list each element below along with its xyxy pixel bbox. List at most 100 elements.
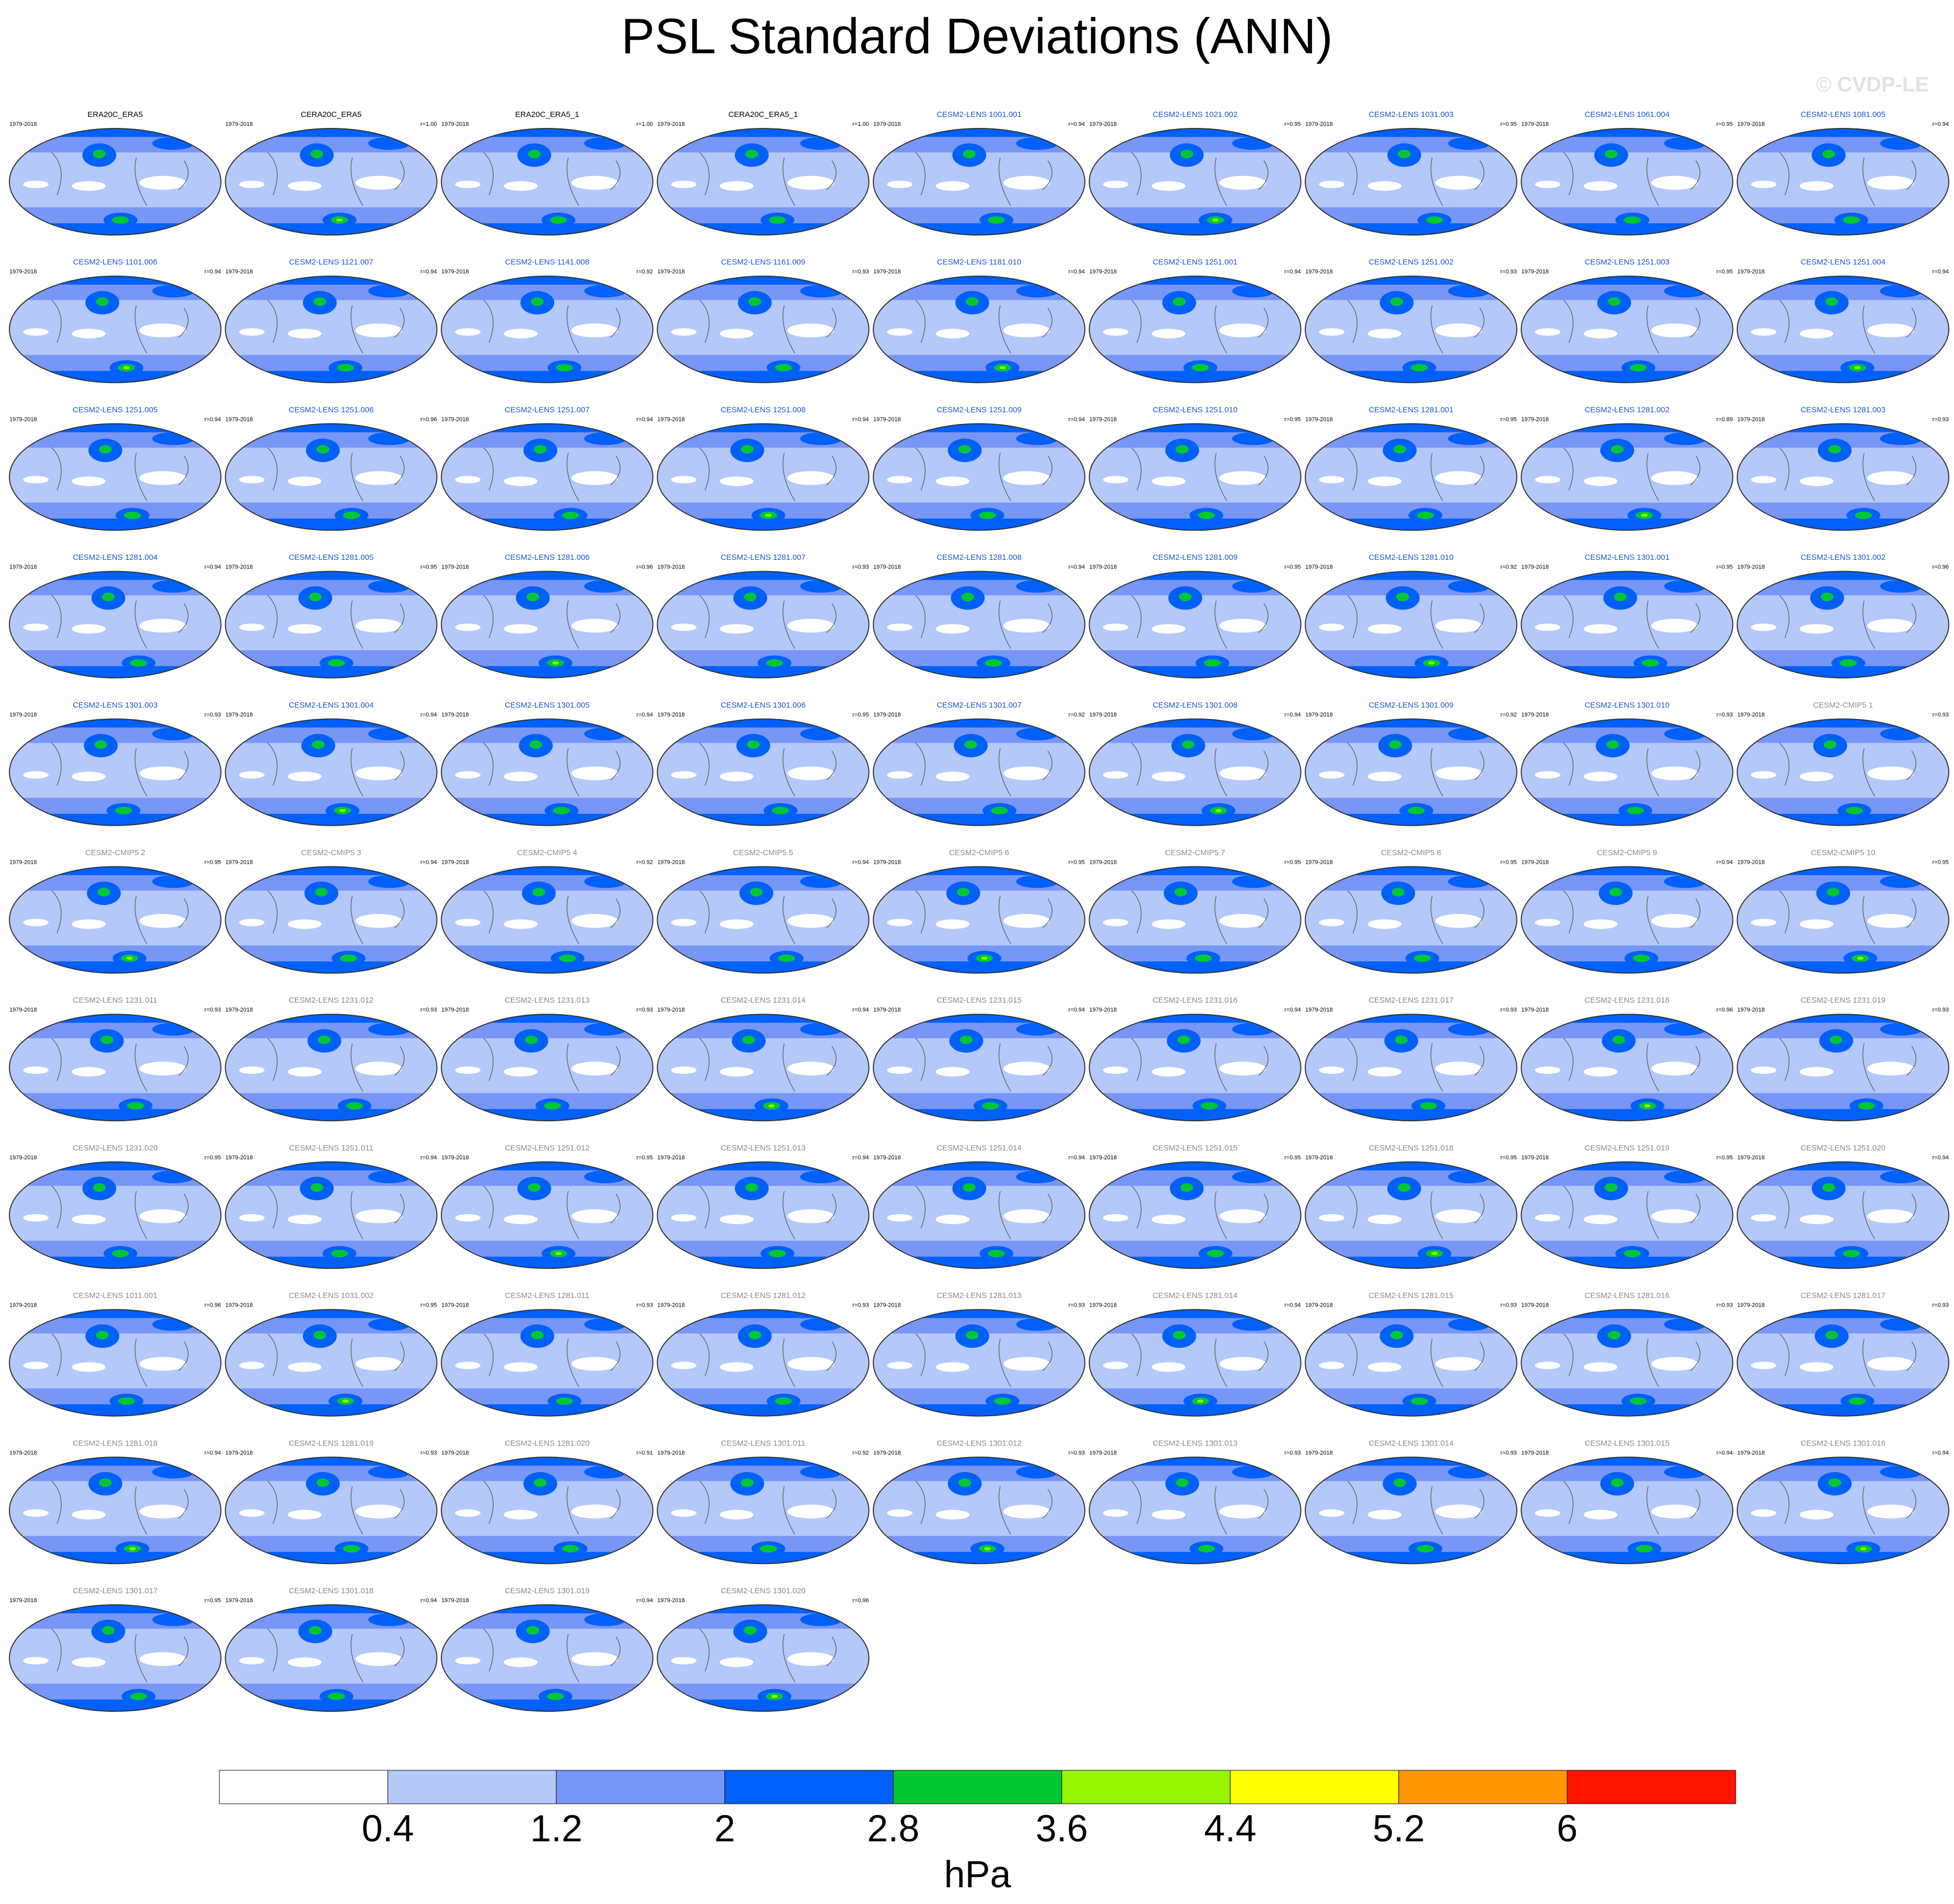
panel-title: CESM2-LENS 1301.013 (1153, 1439, 1238, 1448)
panel-correlation: r=0.95 (205, 1155, 221, 1161)
panel-correlation: r=0.94 (852, 1155, 869, 1161)
map-panel: CESM2-LENS 1251.014 1979-2018 r=0.94 (873, 1144, 1085, 1269)
panel-title: CESM2-LENS 1281.017 (1800, 1291, 1886, 1300)
panel-years: 1979-2018 (1305, 1155, 1333, 1161)
panel-correlation: r=0.93 (420, 1007, 437, 1013)
panel-years: 1979-2018 (1522, 712, 1549, 718)
panel-correlation: r=0.95 (420, 1302, 437, 1309)
panel-years: 1979-2018 (1305, 1302, 1333, 1309)
map-panel: CESM2-LENS 1181.010 1979-2018 r=0.94 (873, 258, 1085, 383)
panel-correlation: r=0.93 (1716, 1302, 1733, 1309)
panel-title: CESM2-LENS 1251.004 (1800, 258, 1886, 267)
colorbar-swatch (556, 1770, 726, 1804)
panel-correlation: r=0.94 (637, 712, 653, 718)
panel-correlation: r=0.93 (852, 269, 869, 275)
colorbar-swatch (1061, 1770, 1231, 1804)
panel-title: CESM2-CMIP5 7 (1165, 849, 1225, 857)
panel-correlation: r=0.94 (420, 860, 437, 866)
panel-correlation: r=0.92 (637, 269, 653, 275)
panel-correlation: r=0.93 (1501, 269, 1517, 275)
panel-correlation: r=0.95 (1716, 564, 1733, 570)
panel-years: 1979-2018 (1305, 416, 1333, 422)
map-panel: CESM2-LENS 1301.002 1979-2018 r=0.96 (1737, 553, 1949, 679)
panel-years: 1979-2018 (1090, 1007, 1117, 1013)
panel-years: 1979-2018 (226, 1155, 253, 1161)
panel-title: CESM2-LENS 1281.016 (1585, 1291, 1670, 1300)
map-panel: CESM2-LENS 1231.015 1979-2018 r=0.94 (873, 996, 1085, 1122)
map-panel: CESM2-LENS 1281.020 1979-2018 r=0.91 (441, 1439, 653, 1565)
colorbar-swatch (1566, 1770, 1736, 1804)
panel-correlation: r=0.95 (1933, 860, 1949, 866)
panel-years: 1979-2018 (226, 564, 253, 570)
map-panel: CESM2-CMIP5 10 1979-2018 r=0.95 (1737, 849, 1949, 974)
panel-correlation: r=0.94 (420, 712, 437, 718)
panel-title: CESM2-LENS 1251.018 (1368, 1144, 1454, 1153)
panel-title: CESM2-LENS 1231.012 (289, 996, 374, 1005)
panel-years: 1979-2018 (1090, 416, 1117, 422)
panel-years: 1979-2018 (1522, 1450, 1549, 1456)
panel-correlation: r=0.94 (205, 1450, 221, 1456)
panel-title: CESM2-LENS 1301.003 (73, 701, 158, 710)
panel-correlation: r=0.94 (420, 1597, 437, 1604)
panel-years: 1979-2018 (1305, 1007, 1333, 1013)
panel-title: CESM2-LENS 1251.007 (505, 405, 590, 414)
panel-title: CESM2-LENS 1161.009 (721, 258, 805, 267)
panel-title: CESM2-LENS 1281.001 (1368, 405, 1454, 414)
panel-title: CESM2-LENS 1281.020 (505, 1439, 590, 1448)
panel-years: 1979-2018 (226, 1007, 253, 1013)
panel-correlation: r=0.94 (1069, 1007, 1085, 1013)
panel-title: CESM2-LENS 1281.003 (1800, 405, 1886, 414)
panel-years: 1979-2018 (226, 860, 253, 866)
map-panel: CESM2-CMIP5 1 1979-2018 r=0.93 (1737, 701, 1949, 826)
panel-title: CESM2-LENS 1251.005 (73, 405, 158, 414)
panel-correlation: r=0.96 (852, 1597, 869, 1604)
map-panel: CESM2-LENS 1251.010 1979-2018 r=0.95 (1089, 405, 1302, 531)
panel-title: CESM2-LENS 1081.005 (1800, 110, 1886, 119)
panel-title: CESM2-LENS 1031.003 (1368, 110, 1454, 119)
panel-years: 1979-2018 (441, 1007, 469, 1013)
map-panel: CESM2-LENS 1281.012 1979-2018 r=0.93 (657, 1291, 870, 1417)
panel-correlation: r=0.94 (852, 860, 869, 866)
panel-years: 1979-2018 (9, 1302, 37, 1309)
map-panel: CESM2-LENS 1231.020 1979-2018 r=0.95 (9, 1144, 221, 1269)
panel-title: CESM2-LENS 1301.001 (1585, 553, 1670, 562)
panel-title: CESM2-LENS 1281.014 (1153, 1291, 1238, 1300)
panel-title: CESM2-LENS 1301.007 (937, 701, 1022, 710)
panel-title: CESM2-LENS 1001.001 (937, 110, 1022, 119)
panel-years: 1979-2018 (873, 712, 901, 718)
panel-title: CESM2-LENS 1301.002 (1800, 553, 1886, 562)
map-panel: CESM2-LENS 1141.008 1979-2018 r=0.92 (441, 258, 653, 383)
map-panel: CESM2-LENS 1251.007 1979-2018 r=0.94 (441, 405, 653, 531)
map-panel: CESM2-LENS 1281.014 1979-2018 r=0.94 (1089, 1291, 1302, 1417)
panel-correlation: r=0.95 (1284, 1155, 1301, 1161)
panel-correlation: r=0.95 (1284, 416, 1301, 422)
map-panel: CESM2-LENS 1281.006 1979-2018 r=0.96 (441, 553, 653, 679)
panel-years: 1979-2018 (873, 564, 901, 570)
panel-title: CESM2-LENS 1281.009 (1153, 553, 1238, 562)
panel-correlation: r=0.95 (1069, 860, 1085, 866)
panel-correlation: r=0.92 (637, 860, 653, 866)
map-panel: CESM2-LENS 1281.010 1979-2018 r=0.92 (1305, 553, 1517, 679)
panel-title: CESM2-LENS 1231.017 (1368, 996, 1454, 1005)
panel-title: CESM2-LENS 1231.011 (73, 996, 157, 1005)
panel-correlation: r=0.95 (1716, 269, 1733, 275)
panel-title: CESM2-LENS 1301.004 (289, 701, 374, 710)
map-panel: CESM2-LENS 1031.003 1979-2018 r=0.95 (1305, 110, 1517, 236)
panel-correlation: r=0.93 (1933, 1302, 1949, 1309)
map-panel: CESM2-LENS 1281.017 1979-2018 r=0.93 (1737, 1291, 1949, 1417)
panel-years: 1979-2018 (1305, 564, 1333, 570)
panel-correlation: r=0.93 (1069, 1302, 1085, 1309)
panel-title: CESM2-LENS 1251.001 (1153, 258, 1238, 267)
panel-title: CESM2-LENS 1301.012 (937, 1439, 1022, 1448)
panel-title: ERA20C_ERA5 (88, 110, 143, 119)
panel-years: 1979-2018 (1737, 860, 1765, 866)
map-panel: CESM2-LENS 1301.004 1979-2018 r=0.94 (225, 701, 438, 826)
panel-years: 1979-2018 (1090, 269, 1117, 275)
map-panel: ERA20C_ERA5_1 1979-2018 r=1.00 (441, 110, 653, 236)
panel-correlation: r=0.95 (637, 1155, 653, 1161)
panel-title: CESM2-LENS 1301.006 (721, 701, 806, 710)
panel-title: CESM2-LENS 1281.018 (73, 1439, 158, 1448)
panel-correlation: r=0.94 (420, 1155, 437, 1161)
panel-title: CESM2-LENS 1101.006 (73, 258, 157, 267)
map-panel: CESM2-LENS 1301.015 1979-2018 r=0.94 (1520, 1439, 1734, 1565)
